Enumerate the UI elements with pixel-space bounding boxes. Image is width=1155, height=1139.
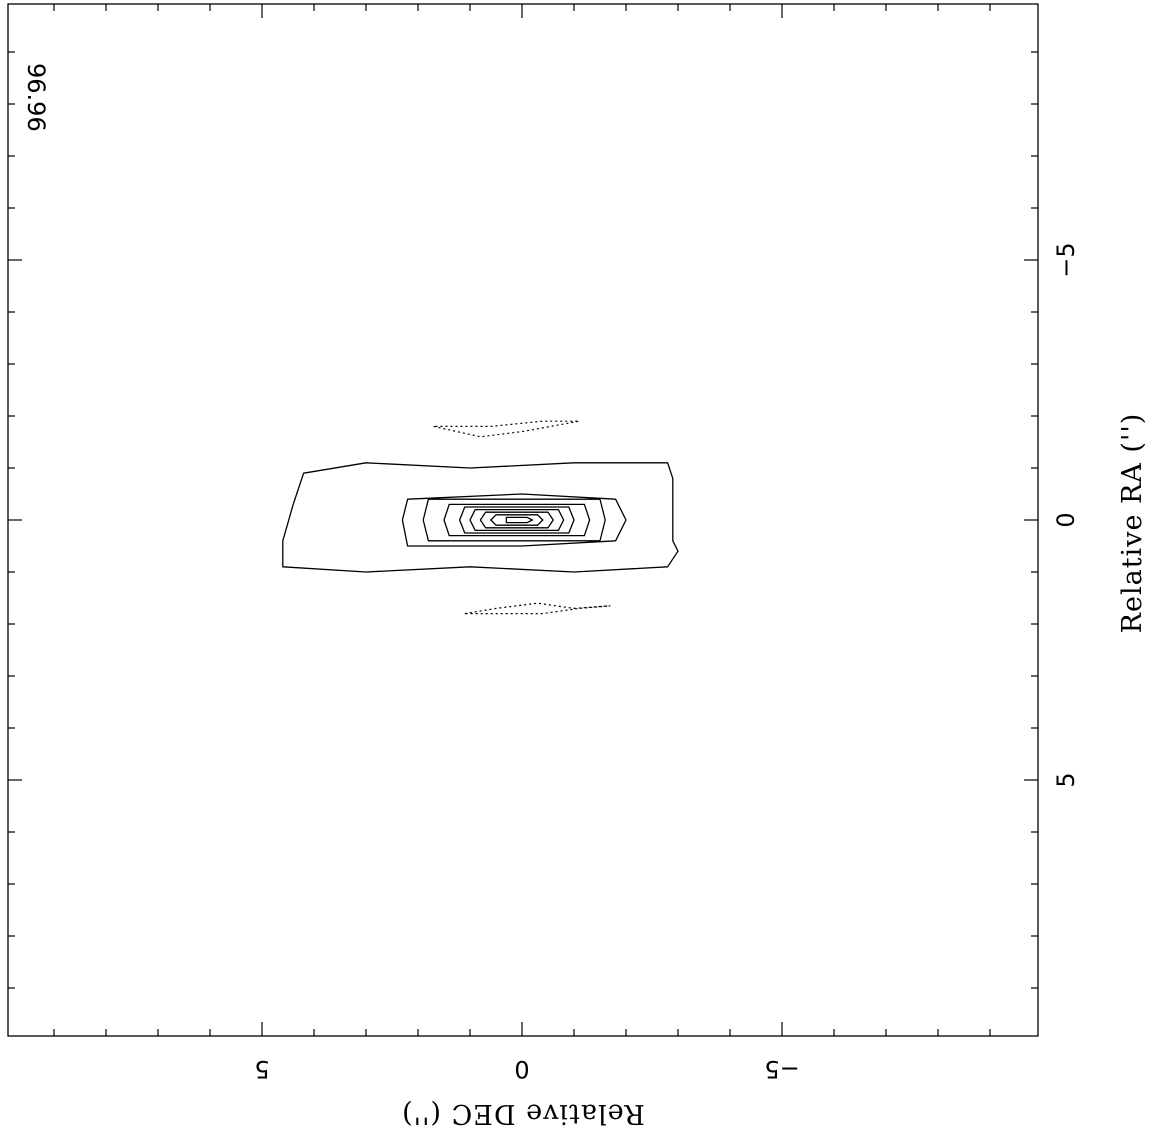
positive-contour-3 — [443, 503, 591, 537]
ra-tick-label: −5 — [1052, 242, 1080, 277]
dec-tick-label: −5 — [764, 1055, 799, 1083]
positive-contour-1 — [401, 493, 627, 547]
positive-contour-5 — [469, 508, 565, 532]
positive-contour-2 — [422, 498, 606, 542]
negative-contour-1 — [433, 420, 580, 438]
x-axis-label: Relative RA ('') — [1117, 413, 1148, 634]
positive-contour-8 — [505, 516, 534, 524]
positive-contour-6 — [479, 511, 554, 529]
plot-frame — [7, 3, 1039, 1037]
dec-tick-label: 5 — [254, 1055, 269, 1083]
y-tick-labels: 5 0 −5 — [254, 1055, 799, 1083]
ra-tick-label: 0 — [1052, 512, 1080, 527]
x-tick-labels: −5 0 5 — [1052, 242, 1080, 787]
positive-contour-4 — [458, 506, 575, 534]
dec-tick-label: 0 — [514, 1055, 529, 1083]
major-ticks — [8, 4, 1038, 1036]
negative-contour-0 — [464, 602, 611, 615]
positive-contour-7 — [490, 514, 544, 526]
positive-contour-0 — [282, 462, 679, 573]
ra-tick-label: 5 — [1052, 772, 1080, 787]
annotation-label: 96.96 — [22, 63, 50, 132]
contour-lines — [282, 420, 679, 615]
y-axis-label: Relative DEC ('') — [401, 1098, 645, 1129]
minor-ticks — [8, 4, 1038, 1036]
